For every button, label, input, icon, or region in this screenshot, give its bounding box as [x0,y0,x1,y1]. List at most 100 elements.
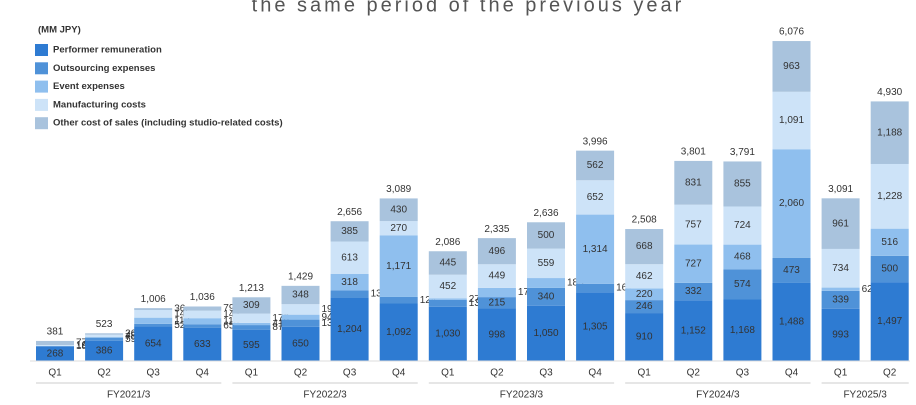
bar-segment [821,248,860,288]
legend-swatch [35,62,48,75]
bar-segment [625,264,664,289]
bar-segment [330,221,369,242]
bar-segment [723,244,762,270]
bar-segment [723,161,762,207]
bar-segment [85,340,124,361]
bar-segment [527,287,565,306]
value-label: 1,050 [533,328,558,339]
legend-label: Performer remuneration [53,45,162,56]
x-tick-label: Q2 [97,368,111,379]
total-label: 1,213 [239,283,264,294]
total-label: 3,996 [583,136,608,147]
bar-segment [134,323,173,327]
bar-segment [85,337,124,341]
value-label: 452 [439,281,456,292]
bar-segment [330,241,369,274]
value-label: 79 [223,303,235,314]
bar-segment [36,340,74,345]
group-label: FY2024/3 [696,390,740,401]
value-label: 134 [371,289,388,300]
bar-segment [232,322,271,326]
value-label: 41 [272,319,284,330]
value-label: 87 [272,322,284,333]
value-label: 318 [341,277,358,288]
value-label: 136 [322,318,339,329]
bar-segment [625,300,664,314]
value-label: 993 [832,329,849,340]
bar-segment [379,221,418,236]
value-label: 18 [76,341,88,352]
value-label: 220 [636,289,653,300]
bar-segment [428,251,467,275]
value-label: 62 [862,284,874,295]
total-label: 2,656 [337,207,362,218]
bar-segment [576,214,615,284]
bar-segment [428,298,467,300]
value-label: 757 [685,219,702,230]
value-label: 26 [125,329,137,340]
value-label: 595 [243,340,260,351]
value-label: 16 [76,340,88,351]
bar-segment [723,299,762,361]
value-label: 734 [832,263,849,274]
bar-segment [576,150,615,181]
x-tick-label: Q2 [490,368,504,379]
bar-segment [674,160,713,205]
value-label: 339 [832,294,849,305]
value-label: 59 [125,334,137,345]
total-label: 2,636 [533,208,558,219]
bar-segment [36,346,74,361]
value-label: 1,092 [386,327,411,338]
bar-segment [625,229,664,265]
x-tick-label: Q3 [147,368,161,379]
value-label: 270 [390,223,407,234]
bar-segment [772,282,811,361]
bar-segment [870,101,909,164]
legend-label: Event expenses [53,81,125,92]
value-label: 613 [341,252,358,263]
bar-segment [379,296,418,304]
value-label: 1,188 [877,127,902,138]
x-tick-label: Q4 [392,368,406,379]
bar-segment [674,300,713,361]
value-label: 215 [489,297,506,308]
value-label: 77 [76,338,88,349]
bar-segment [36,345,74,347]
group-label: FY2023/3 [500,390,544,401]
bar-segment [477,287,516,298]
bar-segment [36,344,74,346]
bar-segment [821,308,860,361]
bar-segment [379,303,418,361]
bar-segment [379,235,418,297]
bar-segment [527,278,565,288]
value-label: 145 [174,308,191,319]
bar-segment [281,285,320,305]
value-label: 1,314 [583,244,608,255]
legend-swatch [35,117,48,130]
bar-segment [870,163,909,229]
value-label: 445 [439,258,456,269]
legend-swatch [35,44,48,56]
value-label: 963 [783,61,800,72]
bar-segment [183,324,222,328]
bar-segment [477,308,516,361]
total-label: 1,429 [288,271,313,282]
x-tick-label: Q2 [687,368,701,379]
bar-segment [134,326,173,361]
bar-segment [772,41,811,92]
bar-segment [674,282,713,301]
bar-segment [134,308,173,311]
value-label: 516 [881,237,898,248]
value-label: 1,152 [681,325,706,336]
x-tick-label: Q1 [441,368,455,379]
legend-swatch [35,98,48,111]
total-label: 2,335 [484,224,509,235]
bar-segment [674,244,713,283]
total-label: 4,930 [877,87,902,98]
legend-label: Manufacturing costs [53,99,146,110]
value-label: 117 [174,315,190,326]
value-label: 1,204 [337,324,362,335]
total-label: 3,791 [730,147,755,158]
